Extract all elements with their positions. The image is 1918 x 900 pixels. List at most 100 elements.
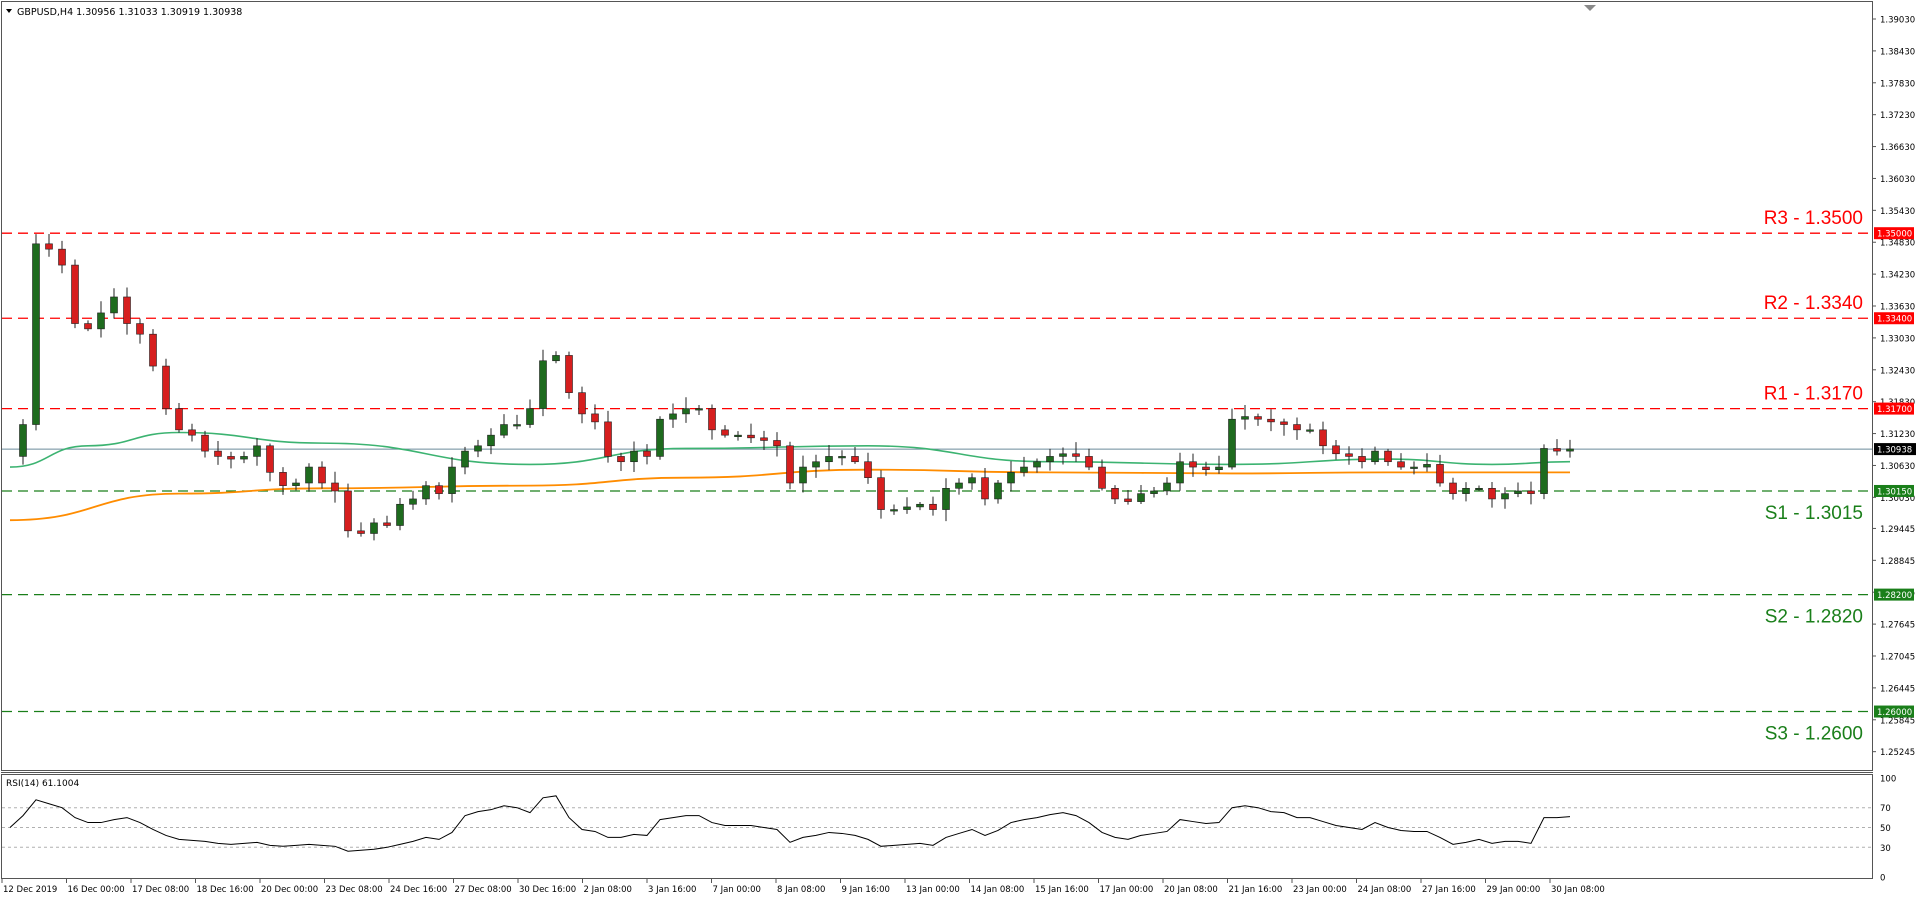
main-panel-frame xyxy=(1,1,1873,771)
candle-body xyxy=(1423,464,1431,468)
candle-body xyxy=(669,413,677,420)
candle-body xyxy=(1215,466,1223,471)
price-tick-label: 1.33030 xyxy=(1880,334,1915,344)
price-tick-label: 1.37830 xyxy=(1880,79,1915,89)
triangle-down-icon[interactable] xyxy=(6,9,12,13)
candle-body xyxy=(955,482,963,489)
candle-body xyxy=(1527,490,1535,494)
candle-body xyxy=(1436,464,1444,484)
time-tick-label: 3 Jan 16:00 xyxy=(648,885,696,895)
candle-body xyxy=(825,456,833,463)
candle-body xyxy=(266,445,274,473)
time-tick-label: 15 Jan 16:00 xyxy=(1035,885,1089,895)
candle-body xyxy=(734,434,742,437)
price-tick-label: 1.34230 xyxy=(1880,271,1915,281)
candle-body xyxy=(240,456,248,460)
level-label-s3: S3 - 1.2600 xyxy=(1765,724,1863,745)
candle-body xyxy=(149,333,157,367)
candle-body xyxy=(1150,490,1158,494)
candle-body xyxy=(682,408,690,415)
time-tick-label: 2 Jan 08:00 xyxy=(584,885,632,895)
price-tick-label: 1.39030 xyxy=(1880,16,1915,26)
time-tick-label: 20 Jan 08:00 xyxy=(1164,885,1218,895)
candle-body xyxy=(1566,448,1574,452)
rsi-indicator: 100 70 50 30 0 xyxy=(2,775,1896,884)
time-tick-label: 17 Dec 08:00 xyxy=(132,885,189,895)
candle-body xyxy=(1540,448,1548,494)
candle-body xyxy=(903,506,911,510)
candle-body xyxy=(188,429,196,436)
candle-body xyxy=(591,413,599,423)
level-label-r2: R2 - 1.3340 xyxy=(1764,293,1863,314)
price-tick-label: 1.36030 xyxy=(1880,175,1915,185)
time-tick-label: 21 Jan 16:00 xyxy=(1229,885,1283,895)
level-tag-s3 xyxy=(1874,705,1914,718)
candle-body xyxy=(838,456,846,459)
candle-body xyxy=(1033,461,1041,468)
level-tag-s1 xyxy=(1874,484,1914,497)
time-tick-label: 20 Dec 00:00 xyxy=(261,885,318,895)
price-tick-label: 1.28845 xyxy=(1880,557,1915,567)
level-tag-text-s1: 1.30150 xyxy=(1877,487,1912,497)
candle-body xyxy=(578,392,586,415)
candle-body xyxy=(617,456,625,463)
candle-body xyxy=(396,503,404,526)
level-label-s1: S1 - 1.3015 xyxy=(1765,503,1863,524)
price-tick-label: 1.27045 xyxy=(1880,652,1915,662)
rsi-panel-frame xyxy=(1,774,1873,879)
rsi-line xyxy=(9,795,1571,852)
candle-body xyxy=(773,440,781,447)
candle-body xyxy=(45,243,53,250)
rsi-tick-label: 50 xyxy=(1880,824,1891,834)
price-tick-label: 1.29445 xyxy=(1880,525,1915,535)
candle-body xyxy=(435,485,443,494)
candle-body xyxy=(695,408,703,411)
symbol-header: GBPUSD,H4 1.30956 1.31033 1.30919 1.3093… xyxy=(17,7,242,18)
candle-body xyxy=(968,477,976,484)
time-tick-label: 24 Jan 08:00 xyxy=(1358,885,1412,895)
candle-body xyxy=(539,360,547,409)
candle-body xyxy=(305,466,313,484)
scroll-marker-icon[interactable] xyxy=(1584,5,1596,11)
level-label-s2: S2 - 1.2820 xyxy=(1765,607,1863,628)
candle-body xyxy=(1410,466,1418,469)
candle-body xyxy=(1514,490,1522,494)
candle-body xyxy=(136,323,144,335)
candle-body xyxy=(1137,493,1145,502)
time-tick-label: 23 Dec 08:00 xyxy=(326,885,383,895)
candle-body xyxy=(1553,448,1561,452)
candle-body xyxy=(201,434,209,452)
level-tag-r1 xyxy=(1874,402,1914,415)
level-tag-text-r3: 1.35000 xyxy=(1877,230,1912,240)
level-tag-r2 xyxy=(1874,312,1914,325)
candle-body xyxy=(786,445,794,484)
candle-body xyxy=(994,482,1002,500)
candle-body xyxy=(32,243,40,425)
candle-body xyxy=(1501,493,1509,500)
candle-body xyxy=(253,445,261,457)
candle-body xyxy=(344,490,352,532)
candle-body xyxy=(1358,456,1366,463)
candle-body xyxy=(1007,472,1015,484)
candle-body xyxy=(1384,450,1392,463)
candle-body xyxy=(565,355,573,393)
ema-slow-line xyxy=(9,468,1570,522)
candle-body xyxy=(1189,461,1197,468)
candle-body xyxy=(1319,429,1327,447)
time-tick-label: 27 Jan 16:00 xyxy=(1422,885,1476,895)
time-tick-label: 16 Dec 00:00 xyxy=(68,885,125,895)
candle-body xyxy=(409,498,417,505)
price-tick-label: 1.26445 xyxy=(1880,684,1915,694)
candle-body xyxy=(760,437,768,441)
price-tick-label: 1.25245 xyxy=(1880,748,1915,758)
candle-body xyxy=(110,296,118,314)
candle-body xyxy=(162,365,170,409)
candle-body xyxy=(461,450,469,468)
price-tick-label: 1.37230 xyxy=(1880,111,1915,121)
candle-body xyxy=(799,466,807,484)
candle-body xyxy=(1293,424,1301,431)
price-tick-label: 1.31230 xyxy=(1880,430,1915,440)
support-resistance-levels: R3 - 1.3500 R2 - 1.3340 R1 - 1.3170 S1 - 1.… xyxy=(2,208,1872,745)
candle-body xyxy=(422,485,430,500)
